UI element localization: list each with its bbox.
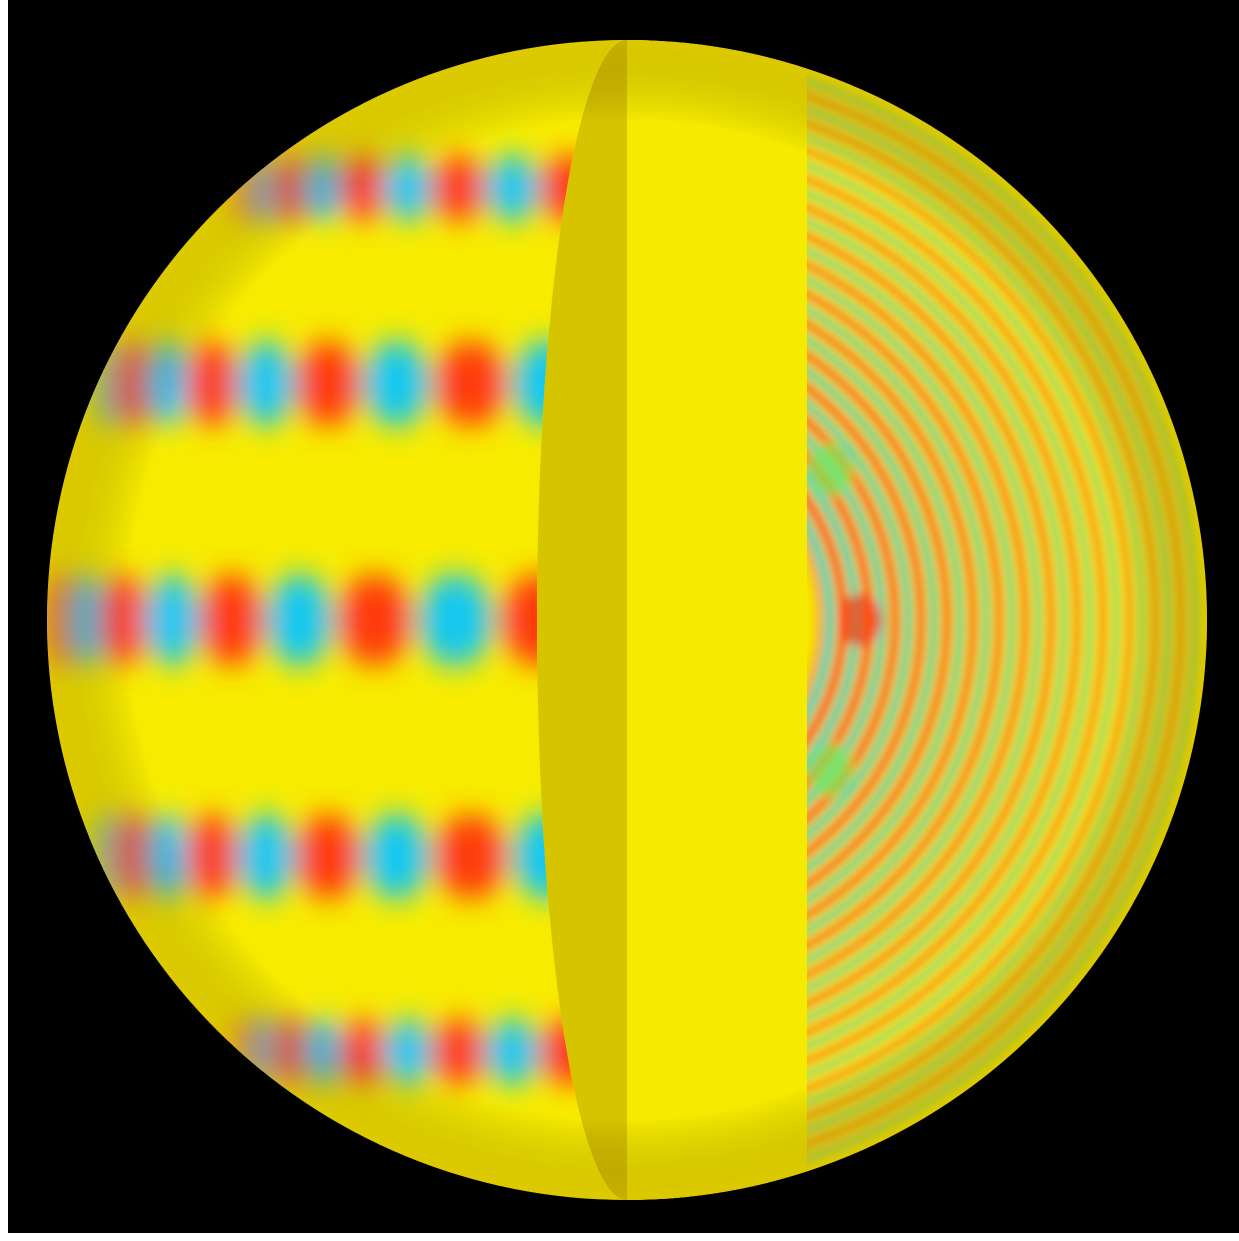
sphere-limb-shade: [47, 40, 1207, 1200]
